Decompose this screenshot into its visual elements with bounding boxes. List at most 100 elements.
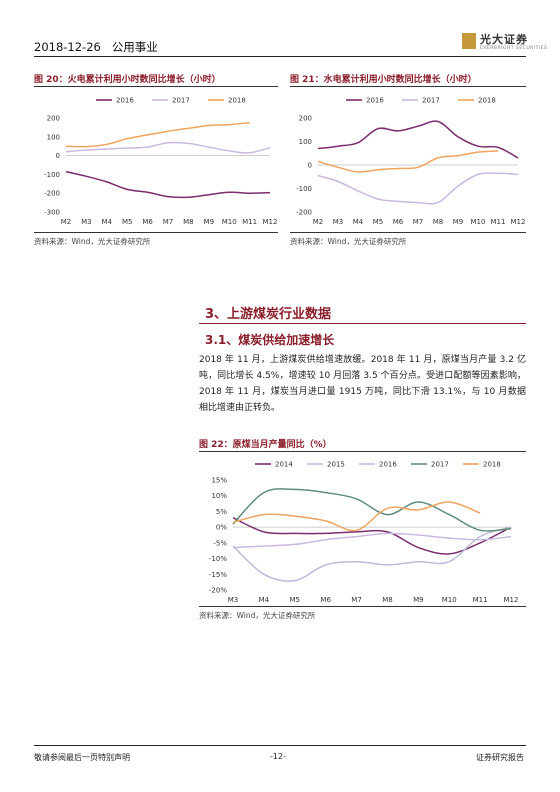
series-line-2018 xyxy=(232,501,481,532)
y-tick-label: -200 xyxy=(296,209,312,217)
x-tick-label: M7 xyxy=(163,218,174,226)
fig20-title-rule xyxy=(34,86,278,87)
x-tick-label: M11 xyxy=(242,218,257,226)
series-line-2018 xyxy=(65,121,250,148)
x-tick-label: M5 xyxy=(373,218,384,226)
footer-divider xyxy=(34,745,526,746)
y-tick-label: -20% xyxy=(209,587,227,595)
legend-label-2016: 2016 xyxy=(366,97,384,105)
x-tick-label: M10 xyxy=(471,218,486,226)
header-date-sector: 2018-12-26 公用事业 xyxy=(34,39,158,55)
y-tick-label: 200 xyxy=(47,115,60,123)
y-tick-label: 0% xyxy=(216,524,227,532)
x-tick-label: M4 xyxy=(353,218,364,226)
footer-report-type: 证券研究报告 xyxy=(476,753,524,762)
logo-mark-icon xyxy=(462,33,476,49)
page-number: -12- xyxy=(270,752,286,761)
x-tick-label: M7 xyxy=(351,596,362,604)
y-tick-label: 100 xyxy=(47,133,60,141)
y-tick-label: -15% xyxy=(209,571,227,579)
y-tick-label: -5% xyxy=(213,539,227,547)
x-tick-label: M9 xyxy=(204,218,215,226)
series-line-2017 xyxy=(317,172,519,205)
series-line-2016 xyxy=(232,526,512,582)
y-tick-label: -200 xyxy=(44,190,60,198)
y-tick-label: -100 xyxy=(296,185,312,193)
fig22-title-rule xyxy=(199,451,526,452)
x-tick-label: M2 xyxy=(61,218,72,226)
fig21-title-rule xyxy=(290,86,526,87)
logo-text: 光大证券 xyxy=(480,33,528,46)
header-divider xyxy=(34,56,526,57)
x-tick-label: M5 xyxy=(122,218,133,226)
x-tick-label: M6 xyxy=(142,218,153,226)
x-tick-label: M3 xyxy=(333,218,344,226)
series-line-2016 xyxy=(65,170,271,199)
y-tick-label: -300 xyxy=(44,209,60,217)
x-tick-label: M12 xyxy=(263,218,278,226)
x-tick-label: M8 xyxy=(382,596,393,604)
x-tick-label: M4 xyxy=(259,596,270,604)
legend-label-2018: 2018 xyxy=(483,461,501,469)
y-tick-label: 0 xyxy=(308,162,312,170)
legend-label-2018: 2018 xyxy=(478,97,496,105)
y-tick-label: 100 xyxy=(299,138,312,146)
logo-subtext: EVERBRIGHT SECURITIES xyxy=(480,46,548,51)
series-line-2014 xyxy=(232,517,512,555)
fig20-title: 图 20：火电累计利用小时数同比增长（小时） xyxy=(34,75,221,85)
legend-label-2018: 2018 xyxy=(228,97,246,105)
y-tick-label: -100 xyxy=(44,171,60,179)
footer-disclaimer: 敬请参阅最后一页特别声明 xyxy=(34,753,130,762)
y-tick-label: 0 xyxy=(56,152,60,160)
x-tick-label: M10 xyxy=(442,596,457,604)
x-tick-label: M3 xyxy=(81,218,92,226)
x-tick-label: M11 xyxy=(473,596,488,604)
x-tick-label: M10 xyxy=(222,218,237,226)
y-tick-label: -10% xyxy=(209,555,227,563)
subsection-title: 3.1、煤炭供给加速增长 xyxy=(205,333,335,347)
fig22-bottom-rule xyxy=(199,606,526,607)
section-title-rule xyxy=(199,323,526,324)
legend-label-2016: 2016 xyxy=(379,461,397,469)
x-tick-label: M6 xyxy=(393,218,404,226)
fig22-chart: 2014 2015 2016 2017 2018 15% 10% 5% 0% -5% -10% -15… xyxy=(209,461,519,605)
fig22-title: 图 22：原煤当月产量同比（%） xyxy=(199,440,332,450)
y-tick-label: 15% xyxy=(211,477,227,485)
header-date: 2018-12-26 xyxy=(34,40,101,54)
legend-label-2017: 2017 xyxy=(431,461,449,469)
fig21-source: 资料来源：Wind，光大证券研究所 xyxy=(290,237,407,246)
series-line-2017 xyxy=(232,488,512,532)
fig21-bottom-rule xyxy=(290,232,526,233)
y-tick-label: 5% xyxy=(216,508,227,516)
legend-label-2017: 2017 xyxy=(172,97,190,105)
fig20-source: 资料来源：Wind，光大证券研究所 xyxy=(34,237,151,246)
series-line-2016 xyxy=(317,120,519,159)
x-tick-label: M6 xyxy=(320,596,331,604)
fig20-bottom-rule xyxy=(34,232,278,233)
legend-label-2016: 2016 xyxy=(116,97,134,105)
x-tick-label: M4 xyxy=(102,218,113,226)
series-line-2015 xyxy=(232,532,512,549)
legend-label-2017: 2017 xyxy=(422,97,440,105)
x-tick-label: M12 xyxy=(511,218,526,226)
x-tick-label: M9 xyxy=(413,596,424,604)
x-tick-label: M8 xyxy=(183,218,194,226)
fig21-title: 图 21：水电累计利用小时数同比增长（小时） xyxy=(290,75,477,85)
x-tick-label: M8 xyxy=(433,218,444,226)
y-tick-label: 10% xyxy=(211,492,227,500)
x-tick-label: M7 xyxy=(413,218,424,226)
x-tick-label: M9 xyxy=(453,218,464,226)
legend-label-2015: 2015 xyxy=(327,461,345,469)
x-tick-label: M5 xyxy=(290,596,301,604)
section-title: 3、上游煤炭行业数据 xyxy=(205,307,332,322)
section-paragraph: 2018 年 11 月，上游煤炭供给增速放缓。2018 年 11 月，原煤当月产… xyxy=(199,355,526,413)
x-tick-label: M3 xyxy=(228,596,239,604)
fig22-source: 资料来源：Wind，光大证券研究所 xyxy=(199,611,316,620)
x-tick-label: M12 xyxy=(504,596,519,604)
series-line-2017 xyxy=(65,141,271,154)
legend-label-2014: 2014 xyxy=(275,461,293,469)
header-sector: 公用事业 xyxy=(111,40,158,54)
x-tick-label: M2 xyxy=(313,218,324,226)
